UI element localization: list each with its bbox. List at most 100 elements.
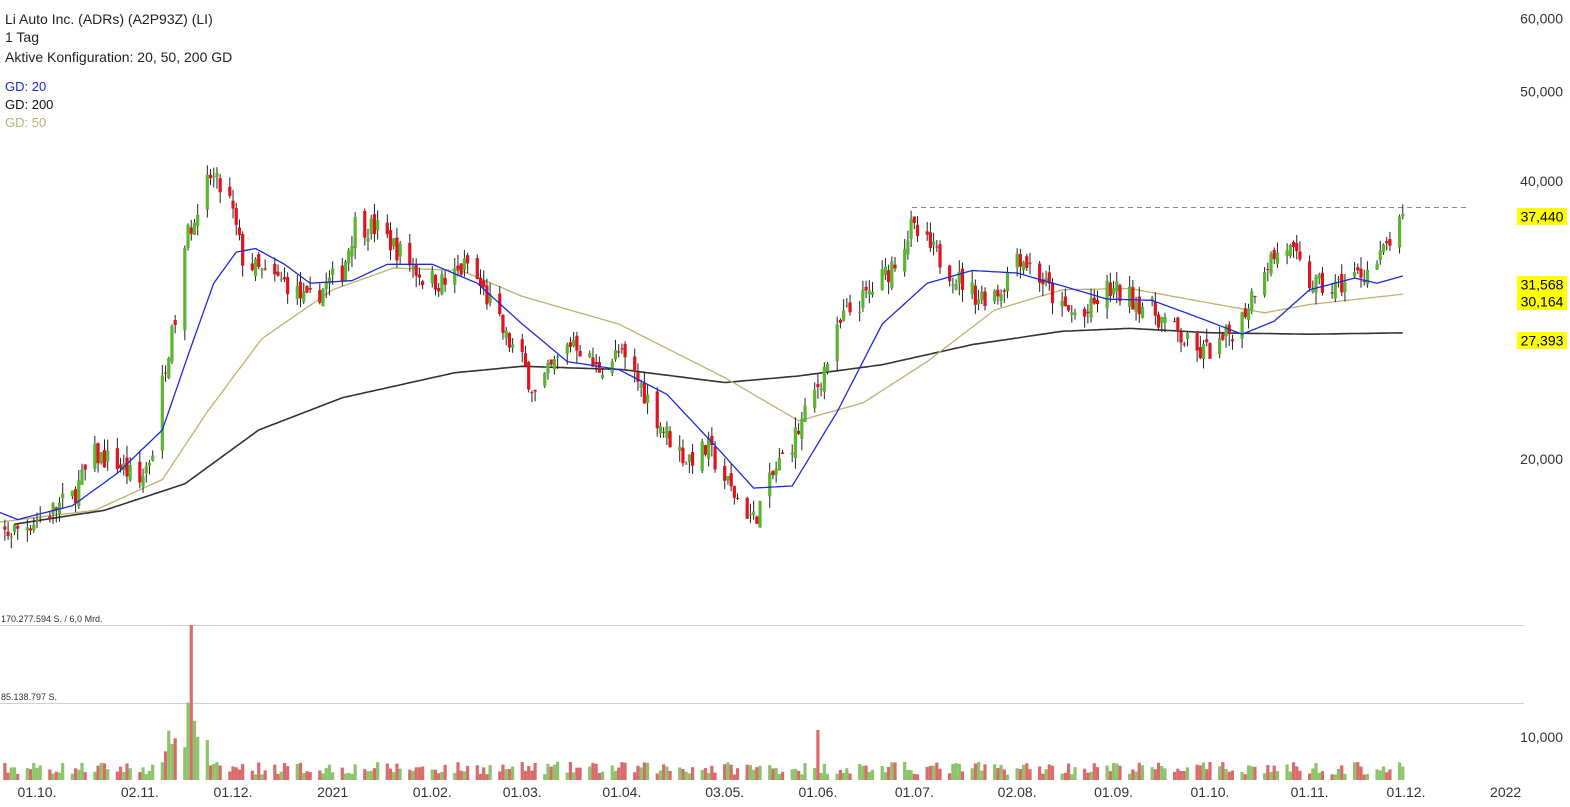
volume-bar <box>623 762 627 780</box>
volume-bar <box>340 767 344 780</box>
candle-body <box>1269 253 1273 275</box>
price-badge <box>1517 293 1567 310</box>
volume-bar <box>151 764 155 780</box>
volume-bar <box>523 770 528 780</box>
volume-bar <box>305 771 309 780</box>
volume-bar <box>1050 765 1055 780</box>
config-label: Aktive Konfiguration: 20, 50, 200 GD <box>5 49 233 65</box>
volume-bar <box>983 764 987 780</box>
candle-body <box>1198 347 1202 359</box>
candle-body <box>1246 308 1251 321</box>
candle-body <box>141 476 145 487</box>
candle-body <box>263 268 267 270</box>
candle-body <box>861 289 865 308</box>
candle-body <box>16 525 20 529</box>
volume-bar <box>234 767 238 780</box>
volume-bar <box>613 770 618 780</box>
volume-bar <box>588 766 592 780</box>
legend-ma200: GD: 200 <box>5 97 54 112</box>
volume-bar <box>298 762 303 780</box>
candle-body <box>790 452 794 455</box>
candle-body <box>215 172 219 178</box>
volume-bar <box>957 763 961 780</box>
volume-bar <box>1086 772 1090 780</box>
candle-body <box>1320 272 1325 293</box>
volume-bar <box>1230 770 1235 780</box>
candle-body <box>845 305 849 307</box>
candle-body <box>1134 302 1138 312</box>
volume-bar <box>729 764 733 780</box>
candle-body <box>1137 296 1141 315</box>
candle-body <box>488 294 492 303</box>
volume-bar <box>572 772 576 780</box>
volume-bar <box>960 771 965 780</box>
candle-body <box>48 516 52 519</box>
volume-bar <box>498 771 502 780</box>
candle-body <box>909 219 913 239</box>
candle-body <box>183 248 187 331</box>
volume-bar <box>658 770 663 780</box>
candle-body <box>633 356 637 372</box>
candle-body <box>1083 308 1087 317</box>
candle-body <box>703 445 708 455</box>
candle-body <box>655 391 659 429</box>
volume-bar <box>369 770 373 780</box>
candle-body <box>1343 282 1347 293</box>
candle-body <box>1185 333 1190 339</box>
candle-body <box>1140 306 1145 318</box>
volume-bar <box>1002 769 1006 780</box>
y-tick-label: 20,000 <box>1520 451 1563 467</box>
candle-body <box>96 443 100 464</box>
volume-bar <box>527 766 531 780</box>
candle-body <box>690 451 695 466</box>
volume-bar <box>96 765 100 780</box>
candle-body <box>867 290 871 295</box>
volume-bar <box>903 761 907 780</box>
candle-body <box>192 222 197 235</box>
volume-bar <box>99 762 103 780</box>
candle-body <box>395 237 399 261</box>
price-badge-label: 37,440 <box>1521 209 1564 225</box>
volume-bar <box>703 768 708 780</box>
candle-body <box>1089 298 1093 318</box>
volume-bar <box>575 767 579 780</box>
volume-bar <box>662 764 666 780</box>
volume-bar <box>54 771 58 780</box>
volume-bar <box>1388 769 1392 780</box>
x-tick-label: 01.10. <box>1191 784 1230 800</box>
volume-bar <box>1375 769 1379 780</box>
volume-bar <box>1317 772 1321 780</box>
volume-bar <box>1218 766 1222 780</box>
x-tick-label: 01.10. <box>18 784 57 800</box>
volume-bar <box>864 765 868 780</box>
candle-body <box>983 291 987 306</box>
volume-bar <box>1285 764 1289 780</box>
candle-body <box>286 277 290 295</box>
volume-bar <box>568 761 573 780</box>
volume-bar <box>1288 771 1292 780</box>
candle-body <box>645 394 650 403</box>
candle-body <box>273 263 277 275</box>
candle-body <box>51 503 55 515</box>
volume-bar <box>1173 771 1177 780</box>
candle-body <box>1375 263 1379 270</box>
candle-body <box>973 285 977 305</box>
volume-bar <box>735 768 740 780</box>
candle-body <box>1195 331 1199 351</box>
volume-bar <box>1047 764 1051 780</box>
volume-bar <box>909 770 913 780</box>
volume-bar <box>825 773 830 780</box>
candle-body <box>80 469 84 486</box>
x-tick-label: 02.11. <box>121 784 159 800</box>
volume-bar <box>803 763 807 780</box>
candle-body <box>260 269 264 271</box>
volume-bar <box>1018 769 1022 780</box>
volume-bar <box>1307 773 1312 780</box>
candle-body <box>276 271 280 276</box>
volume-bar <box>1060 773 1064 780</box>
candle-body <box>957 271 961 284</box>
volume-bar <box>600 771 605 780</box>
candle-body <box>1163 316 1167 324</box>
candle-body <box>421 281 425 286</box>
candle-body <box>662 431 666 433</box>
